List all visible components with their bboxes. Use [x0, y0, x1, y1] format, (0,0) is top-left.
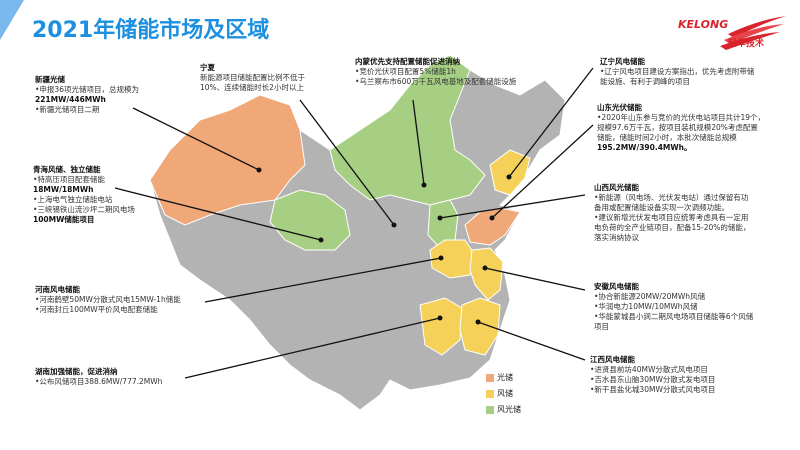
note-hunan: 湖南加强储能，促进消纳 •公布风储项目388.6MW/777.2MWh	[35, 367, 163, 386]
note-neimenggu: 内蒙优先支持配置储能促进消纳 •竞价光伏项目配置5%储能1h •乌兰察布市600…	[355, 57, 517, 86]
region-xinjiang	[149, 94, 306, 226]
note-xinjiang: 新疆光储 •申报36项光储项目，总规模为 221MW/446MWh •新疆光储项…	[35, 75, 139, 114]
note-jiangxi: 江西风电储能 •进贤县前坊40MW分散式风电项目 •吉水县东山脑30MW分散式发…	[590, 355, 716, 394]
swatch-icon	[486, 390, 494, 398]
note-liaoning: 辽宁风电储能 •辽宁风电项目建设方案指出，优先考虑附带储 能设施、有利于调峰的项…	[600, 57, 755, 86]
region-liaoning	[489, 149, 531, 196]
note-shandong: 山东光伏储能 •2020年山东参与竞价的光伏电站项目共计19个， 规模97.6万…	[597, 103, 766, 152]
logo-text-en: KELONG	[678, 18, 729, 31]
legend-item-wind: 风储	[486, 386, 521, 402]
region-qinghai	[269, 189, 351, 251]
legend-item-wind-solar: 风光储	[486, 402, 521, 418]
page-title: 2021年储能市场及区域	[32, 18, 270, 43]
note-qinghai: 青海风储、独立储能 •特高压项目配套储能 18MW/18MWh •上海电气独立储…	[33, 165, 135, 224]
note-anhui: 安徽风电储能 •协合新能源20MW/20MWh风储 •华润电力10MW/10MW…	[594, 282, 754, 331]
note-henan: 河南风电储能 •河南鹤壁50MW分散式风电15MW-1h储能 •河南封丘100M…	[35, 285, 181, 314]
leader-lines	[114, 67, 594, 379]
swatch-icon	[486, 374, 494, 382]
region-anhui	[469, 247, 504, 301]
logo-text-cn: 科华技术	[728, 39, 765, 49]
note-ningxia: 宁夏 新能源项目储能配置比例不低于 10%、连续储能时长2小时以上	[200, 63, 305, 92]
kelong-logo: KELONG 科华技术	[668, 12, 788, 52]
corner-decoration	[0, 0, 24, 40]
legend-item-solar: 光储	[486, 370, 521, 386]
region-neimenggu	[329, 54, 486, 206]
note-shanxi: 山西风光储能 •新能源（风电场、光伏发电站）通过保留有功 备用或配置储能设备实现…	[594, 183, 751, 242]
region-hunan	[419, 297, 463, 356]
swatch-icon	[486, 406, 494, 414]
region-jiangxi	[459, 297, 501, 356]
map-legend: 光储 风储 风光储	[486, 370, 521, 418]
location-dots	[256, 167, 512, 325]
logo-swoosh-icon	[720, 16, 786, 50]
